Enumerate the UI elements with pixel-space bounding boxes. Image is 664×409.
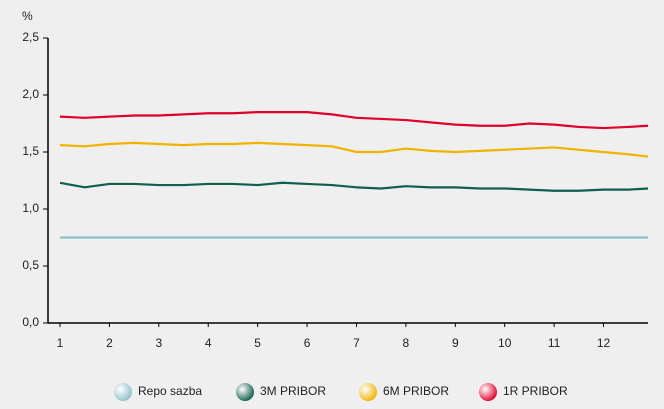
y-tick-label: 0,5 (22, 258, 39, 272)
legend-label: 6M PRIBOR (383, 384, 449, 398)
x-tick-label: 3 (155, 336, 162, 350)
x-tick-label: 1 (57, 336, 64, 350)
x-tick-label: 6 (304, 336, 311, 350)
x-tick-label: 7 (353, 336, 360, 350)
legend-swatch (114, 383, 132, 401)
legend-swatch (236, 383, 254, 401)
x-tick-label: 12 (597, 336, 611, 350)
x-tick-label: 10 (498, 336, 512, 350)
x-tick-label: 2 (106, 336, 113, 350)
x-tick-label: 8 (403, 336, 410, 350)
series-line (59, 141, 649, 158)
legend-label: 3M PRIBOR (260, 384, 326, 398)
x-tick-label: 9 (452, 336, 459, 350)
legend-label: 1R PRIBOR (503, 384, 568, 398)
y-axis-label: % (22, 9, 33, 23)
y-tick-label: 1,0 (22, 201, 39, 215)
x-tick-label: 4 (205, 336, 212, 350)
legend-label: Repo sazba (138, 384, 202, 398)
y-tick-label: 1,5 (22, 144, 39, 158)
y-tick-label: 0,0 (22, 315, 39, 329)
series-line (59, 111, 649, 130)
y-tick-label: 2,5 (22, 30, 39, 44)
x-tick-label: 5 (254, 336, 261, 350)
legend-swatch (479, 383, 497, 401)
y-tick-label: 2,0 (22, 87, 39, 101)
series-line (59, 181, 649, 192)
x-tick-label: 11 (548, 336, 561, 350)
legend-swatch (359, 383, 377, 401)
